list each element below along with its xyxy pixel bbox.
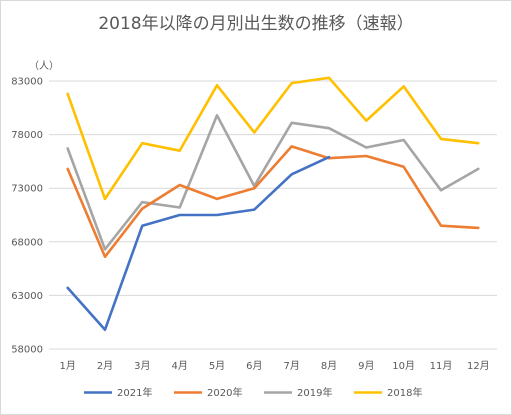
x-tick-label: 5月 (209, 360, 225, 372)
chart-title: 2018年以降の月別出生数の推移（速報） (98, 14, 413, 34)
x-tick-label: 8月 (321, 360, 337, 372)
y-tick-label: 63000 (11, 291, 43, 302)
y-unit-label: （人） (29, 60, 59, 72)
legend-label: 2018年 (387, 386, 422, 399)
legend-label: 2021年 (117, 386, 152, 399)
x-tick-label: 10月 (392, 360, 415, 372)
legend-label: 2019年 (297, 386, 332, 399)
x-tick-label: 3月 (134, 360, 150, 372)
x-tick-label: 12月 (467, 360, 490, 372)
y-axis-ticks: 58000 63000 68000 73000 78000 83000 (11, 77, 43, 356)
x-tick-label: 7月 (283, 360, 299, 372)
series-line-2021年 (66, 155, 331, 332)
x-tick-label: 2月 (97, 360, 113, 372)
x-axis-ticks: 1月 2月 3月 4月 5月 6月 7月 8月 9月 10月 11月 12月 (59, 360, 489, 372)
y-tick-label: 83000 (11, 77, 43, 88)
series-line-2019年 (66, 114, 480, 251)
x-tick-label: 9月 (358, 360, 374, 372)
y-tick-label: 58000 (11, 345, 43, 356)
gridlines (49, 80, 497, 350)
y-tick-label: 68000 (11, 237, 43, 248)
x-tick-label: 11月 (430, 360, 453, 372)
y-tick-label: 73000 (11, 184, 43, 195)
x-tick-label: 1月 (59, 360, 75, 372)
series-lines (66, 76, 480, 332)
legend-label: 2020年 (207, 386, 242, 399)
x-tick-label: 4月 (171, 360, 187, 372)
legend: 2021年 2020年 2019年 2018年 (84, 386, 422, 399)
y-tick-label: 78000 (11, 130, 43, 141)
series-line-2018年 (66, 76, 480, 201)
x-tick-label: 6月 (246, 360, 262, 372)
series-line-2020年 (66, 145, 480, 259)
